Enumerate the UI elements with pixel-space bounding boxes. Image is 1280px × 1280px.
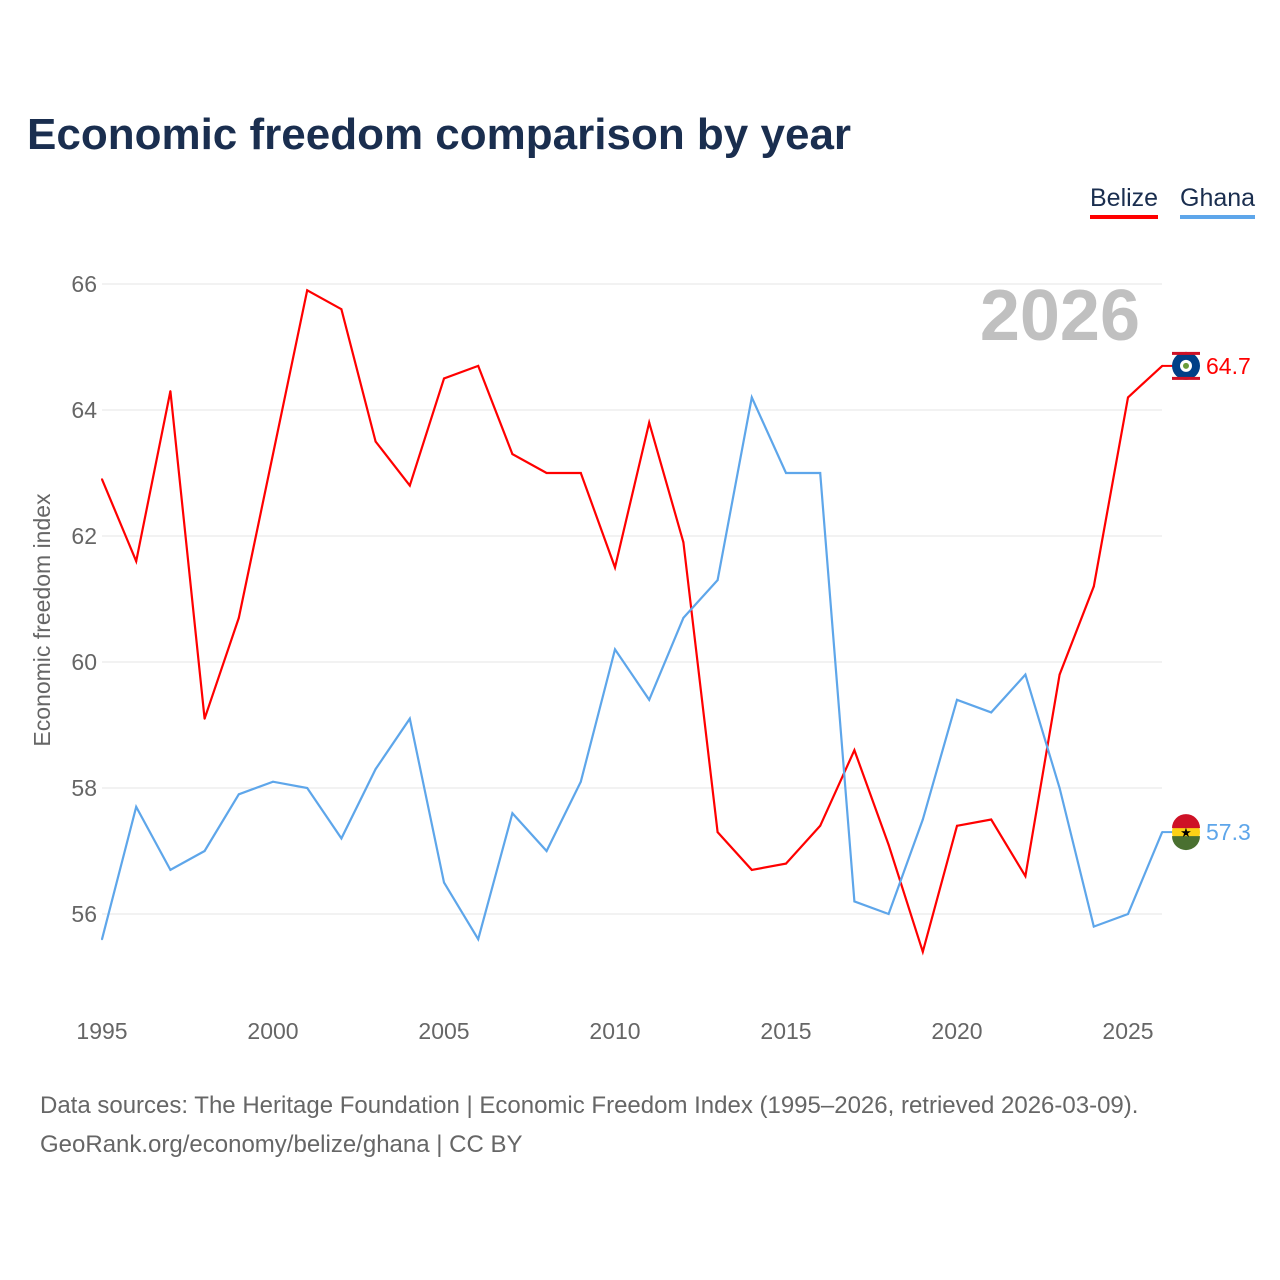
data-point bbox=[545, 472, 548, 474]
data-point bbox=[443, 377, 445, 380]
flag-stripe bbox=[1172, 376, 1200, 380]
data-point bbox=[306, 787, 309, 789]
x-tick-label: 2000 bbox=[247, 1018, 298, 1044]
legend-ghana[interactable]: Ghana bbox=[1180, 184, 1256, 219]
data-point bbox=[101, 478, 103, 481]
data-point bbox=[716, 831, 719, 834]
flag-star: ★ bbox=[1180, 825, 1192, 840]
data-point bbox=[101, 938, 103, 941]
data-point bbox=[579, 780, 582, 783]
y-tick-label: 62 bbox=[71, 523, 97, 549]
flag-stripe bbox=[1172, 836, 1200, 851]
data-point bbox=[1058, 787, 1061, 789]
data-point bbox=[921, 950, 924, 953]
data-point bbox=[511, 453, 514, 456]
data-point bbox=[1024, 673, 1027, 676]
data-point bbox=[135, 805, 138, 808]
data-point bbox=[956, 698, 958, 701]
data-point bbox=[443, 881, 445, 884]
data-point bbox=[716, 579, 719, 582]
data-point bbox=[477, 364, 480, 367]
data-point bbox=[853, 749, 856, 752]
data-point bbox=[853, 900, 856, 903]
data-point bbox=[579, 472, 582, 474]
data-point bbox=[306, 289, 309, 292]
end-value-label: 64.7 bbox=[1206, 353, 1251, 379]
data-point bbox=[1092, 925, 1095, 928]
data-point bbox=[203, 717, 206, 720]
x-tick-label: 2005 bbox=[418, 1018, 469, 1044]
x-tick-label: 1995 bbox=[76, 1018, 127, 1044]
footer: Data sources: The Heritage Foundation | … bbox=[40, 1086, 1138, 1164]
legend-belize[interactable]: Belize bbox=[1090, 184, 1159, 219]
data-point bbox=[374, 440, 377, 443]
x-tick-label: 2015 bbox=[760, 1018, 811, 1044]
data-point bbox=[545, 850, 548, 852]
y-axis-label: Economic freedom index bbox=[29, 493, 55, 747]
series-line-ghana bbox=[100, 393, 1164, 942]
data-point bbox=[272, 453, 274, 456]
data-point bbox=[1092, 585, 1095, 588]
data-point bbox=[682, 541, 685, 544]
data-point bbox=[237, 793, 240, 796]
data-point bbox=[990, 711, 993, 714]
attribution-text: GeoRank.org/economy/belize/ghana | CC BY bbox=[40, 1131, 523, 1158]
data-point bbox=[272, 780, 274, 783]
data-point bbox=[785, 472, 787, 474]
data-point bbox=[169, 390, 172, 393]
data-point bbox=[648, 421, 651, 424]
data-point bbox=[1127, 913, 1129, 915]
data-point bbox=[785, 862, 787, 865]
data-point bbox=[169, 868, 172, 871]
data-point bbox=[750, 396, 753, 399]
chart-title: Economic freedom comparison by year bbox=[27, 110, 852, 159]
data-point bbox=[819, 824, 822, 827]
data-point bbox=[887, 843, 890, 846]
end-value-label: 57.3 bbox=[1206, 819, 1251, 845]
flag-emblem bbox=[1183, 362, 1189, 369]
data-point bbox=[408, 717, 411, 720]
data-point bbox=[614, 566, 616, 569]
data-point bbox=[408, 484, 411, 487]
data-point bbox=[648, 698, 651, 701]
y-tick-label: 60 bbox=[71, 649, 97, 675]
year-watermark: 2026 bbox=[980, 276, 1140, 356]
series-line-belize bbox=[100, 288, 1163, 956]
data-point bbox=[819, 472, 822, 474]
data-point bbox=[1127, 396, 1129, 399]
data-point bbox=[990, 818, 993, 821]
source-text: Data sources: The Heritage Foundation | … bbox=[40, 1092, 1139, 1119]
flag-stripe bbox=[1172, 814, 1200, 829]
y-tick-label: 66 bbox=[71, 271, 97, 297]
y-tick-label: 58 bbox=[71, 775, 97, 801]
data-point bbox=[477, 938, 480, 941]
data-point bbox=[340, 837, 343, 840]
flag-stripe bbox=[1172, 351, 1200, 355]
data-point bbox=[203, 850, 206, 852]
data-point bbox=[614, 648, 616, 651]
data-point bbox=[921, 818, 924, 821]
y-tick-label: 56 bbox=[71, 901, 97, 927]
y-tick-label: 64 bbox=[71, 397, 97, 423]
data-point bbox=[374, 768, 377, 771]
x-tick-label: 2020 bbox=[931, 1018, 982, 1044]
data-point bbox=[750, 868, 753, 871]
data-point bbox=[682, 616, 685, 619]
data-point bbox=[237, 616, 240, 619]
data-point bbox=[340, 308, 343, 311]
x-tick-label: 2010 bbox=[589, 1018, 640, 1044]
x-tick-label: 2025 bbox=[1102, 1018, 1153, 1044]
data-point bbox=[135, 560, 138, 563]
data-point bbox=[956, 824, 958, 827]
data-point bbox=[1058, 673, 1061, 676]
data-point bbox=[887, 913, 890, 915]
data-point bbox=[1024, 875, 1027, 878]
data-point bbox=[511, 812, 514, 815]
